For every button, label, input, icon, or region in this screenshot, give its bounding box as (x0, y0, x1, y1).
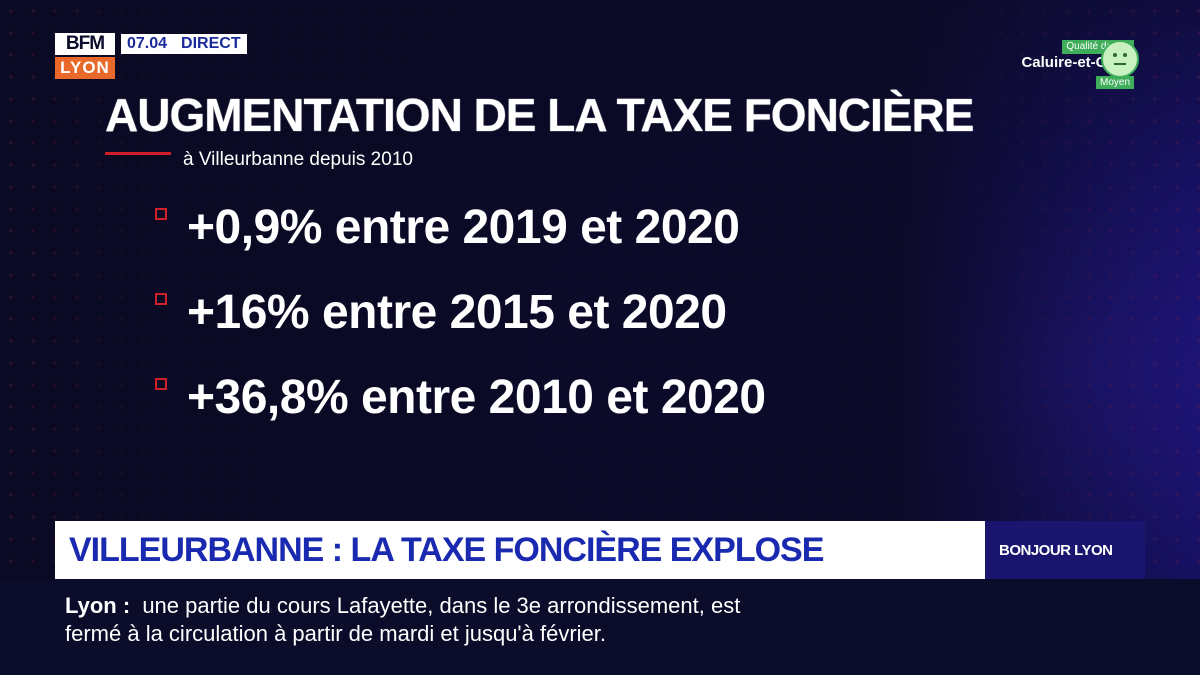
square-bullet-icon (155, 292, 167, 305)
logo-city: LYON (55, 57, 115, 79)
graphic-title: AUGMENTATION DE LA TAXE FONCIÈRE (105, 89, 974, 141)
ticker-location: Lyon : (65, 593, 131, 618)
ticker-background (0, 579, 1200, 675)
bullet-text: +0,9% entre 2019 et 2020 (187, 201, 740, 254)
ticker-line-1: une partie du cours Lafayette, dans le 3… (142, 593, 741, 618)
show-name-bar: BONJOUR LYON (985, 521, 1145, 579)
clock: 07.04 (127, 35, 168, 52)
live-label: DIRECT (181, 35, 241, 52)
logo-brand: BFM (55, 33, 115, 55)
ticker-line-2: fermé à la circulation à partir de mardi… (65, 621, 606, 646)
subtitle-accent-line (105, 152, 171, 155)
headline-bar: VILLEURBANNE : LA TAXE FONCIÈRE EXPLOSE (55, 521, 985, 579)
news-ticker: Lyon : une partie du cours Lafayette, da… (65, 592, 965, 648)
time-live-badge: 07.04 DIRECT (121, 34, 247, 54)
graphic-subtitle: à Villeurbanne depuis 2010 (183, 149, 413, 170)
square-bullet-icon (155, 377, 167, 390)
bullet-item: +16% entre 2015 et 2020 (155, 285, 727, 340)
show-name: BONJOUR LYON (999, 542, 1113, 559)
air-quality-level: Moyen (1095, 76, 1134, 89)
bullet-text: +36,8% entre 2010 et 2020 (187, 371, 766, 424)
square-bullet-icon (155, 207, 167, 220)
headline-text: VILLEURBANNE : LA TAXE FONCIÈRE EXPLOSE (69, 531, 824, 569)
channel-logo: BFM LYON (55, 33, 115, 79)
bullet-item: +0,9% entre 2019 et 2020 (155, 200, 740, 255)
bullet-item: +36,8% entre 2010 et 2020 (155, 370, 766, 425)
neutral-face-icon (1101, 40, 1139, 78)
bullet-text: +16% entre 2015 et 2020 (187, 286, 727, 339)
